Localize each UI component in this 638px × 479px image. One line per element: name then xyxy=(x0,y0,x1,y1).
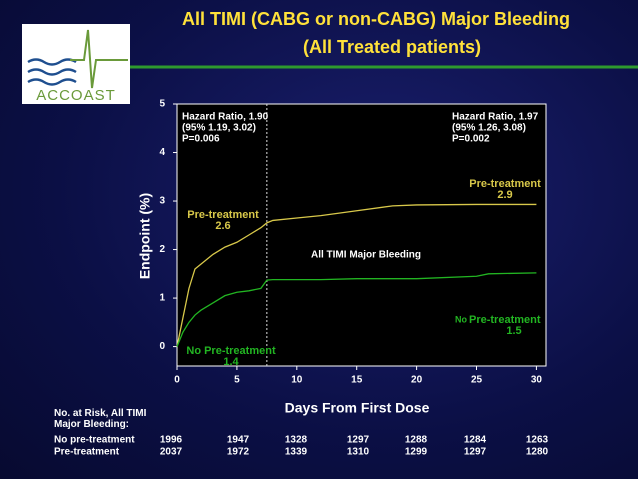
series-annotation: 1.4 xyxy=(223,356,239,368)
hazard-ratio: P=0.006 xyxy=(182,134,220,145)
series-annotation: Pre-treatment xyxy=(469,314,541,326)
x-tick-label: 20 xyxy=(411,375,423,386)
hazard-ratio: (95% 1.26, 3.08) xyxy=(452,123,526,134)
risk-value: 1328 xyxy=(285,435,308,446)
risk-value: 1310 xyxy=(347,447,370,458)
series-annotation: 1.5 xyxy=(506,325,521,337)
y-axis-label: Endpoint (%) xyxy=(137,193,153,279)
series-annotation: Pre-treatment xyxy=(187,209,259,221)
risk-value: 1263 xyxy=(526,435,549,446)
risk-value: 2037 xyxy=(160,447,183,458)
y-tick-label: 5 xyxy=(159,99,165,110)
x-tick-label: 25 xyxy=(471,375,483,386)
y-tick-label: 4 xyxy=(159,147,165,158)
plot-area xyxy=(176,103,547,367)
chart-title: All TIMI (CABG or non-CABG) Major Bleedi… xyxy=(182,9,570,29)
risk-value: 1288 xyxy=(405,435,428,446)
logo-waves xyxy=(27,58,77,86)
logo-pulse xyxy=(70,29,128,89)
hazard-ratio: P=0.002 xyxy=(452,134,490,145)
risk-value: 1297 xyxy=(464,447,487,458)
chart-subtitle: (All Treated patients) xyxy=(303,37,481,57)
series-annotation: 2.6 xyxy=(215,220,230,232)
risk-value: 1297 xyxy=(347,435,370,446)
x-tick-label: 30 xyxy=(531,375,543,386)
risk-value: 1339 xyxy=(285,447,308,458)
x-tick-label: 10 xyxy=(291,375,303,386)
annotation: All TIMI Major Bleeding xyxy=(311,250,421,261)
hazard-ratio: (95% 1.19, 3.02) xyxy=(182,123,256,134)
logo-text: ACCOAST xyxy=(36,87,116,104)
x-tick-label: 0 xyxy=(174,375,180,386)
risk-row-name: No pre-treatment xyxy=(54,435,135,446)
risk-value: 1972 xyxy=(227,447,250,458)
y-tick-label: 1 xyxy=(159,293,165,304)
risk-value: 1284 xyxy=(464,435,487,446)
series-annotation: Pre-treatment xyxy=(469,178,541,190)
y-tick-label: 3 xyxy=(159,196,165,207)
risk-value: 1299 xyxy=(405,447,428,458)
series-annotation: 2.9 xyxy=(497,189,512,201)
x-tick-label: 5 xyxy=(234,375,240,386)
risk-value: 1996 xyxy=(160,435,183,446)
logo-box xyxy=(22,24,130,104)
hazard-ratio: Hazard Ratio, 1.97 xyxy=(452,112,539,123)
risk-value: 1947 xyxy=(227,435,250,446)
series-annotation: No xyxy=(455,314,467,324)
risk-table-label: No. at Risk, All TIMI Major Bleeding: xyxy=(54,408,147,430)
x-tick-label: 15 xyxy=(351,375,363,386)
series-line xyxy=(176,272,537,347)
series-line xyxy=(176,203,537,347)
risk-value: 1280 xyxy=(526,447,549,458)
series-annotation: No Pre-treatment xyxy=(186,345,276,357)
y-tick-label: 2 xyxy=(159,244,165,255)
y-tick-label: 0 xyxy=(159,341,165,352)
x-axis-label: Days From First Dose xyxy=(285,400,430,416)
risk-row-name: Pre-treatment xyxy=(54,447,120,458)
hazard-ratio: Hazard Ratio, 1.90 xyxy=(182,112,269,123)
